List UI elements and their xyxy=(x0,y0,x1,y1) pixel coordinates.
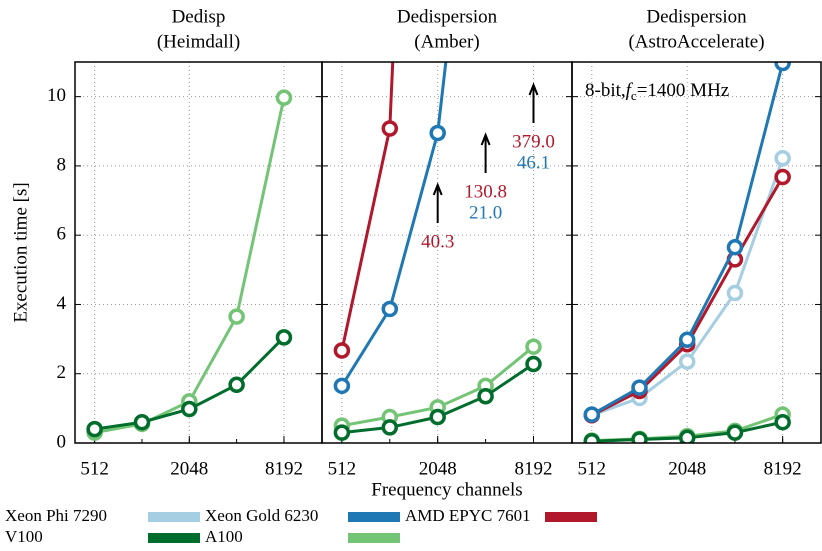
plot-frame xyxy=(571,61,822,444)
value-label: 130.8 xyxy=(464,181,507,202)
y-tick-label: 6 xyxy=(57,224,67,245)
x-tick-label: 2048 xyxy=(668,458,706,479)
point xyxy=(381,300,399,318)
legend-swatch xyxy=(348,512,400,522)
y-tick-label: 4 xyxy=(57,293,67,314)
off-scale-arrow xyxy=(528,82,539,123)
point xyxy=(525,338,542,355)
point xyxy=(86,420,103,438)
point xyxy=(678,331,696,349)
value-label: 379.0 xyxy=(512,131,555,152)
annotation-sub: c xyxy=(631,88,637,103)
point xyxy=(774,62,791,72)
x-axis-label: Frequency channels xyxy=(371,479,522,500)
annotation-var: f xyxy=(626,80,634,101)
point xyxy=(228,308,245,325)
y-tick-label: 2 xyxy=(57,362,67,383)
point xyxy=(726,284,744,302)
point xyxy=(774,168,791,186)
legend-label: A100 xyxy=(205,527,243,546)
x-tick-label: 2048 xyxy=(170,458,208,479)
point xyxy=(631,431,648,443)
point xyxy=(275,329,293,346)
annotation-text: 8-bit, xyxy=(585,80,626,101)
x-tick-label: 512 xyxy=(328,458,357,479)
chart-title: Dedispersion xyxy=(397,6,498,27)
plot-area xyxy=(86,89,293,441)
point xyxy=(726,239,744,256)
legend-label: V100 xyxy=(5,527,43,546)
chart-title: (AstroAccelerate) xyxy=(628,31,764,52)
x-tick-label: 8192 xyxy=(265,458,303,479)
y-axis-label: Execution time [s] xyxy=(10,182,31,322)
point xyxy=(181,400,198,418)
series-line xyxy=(591,176,784,417)
annotation: 8-bit,fc=1400 MHz xyxy=(585,80,729,103)
y-tick-label: 10 xyxy=(47,85,66,106)
value-label: 40.3 xyxy=(421,231,454,252)
point xyxy=(678,353,696,370)
x-tick-label: 512 xyxy=(578,458,607,479)
x-tick-label: 512 xyxy=(80,458,109,479)
legend-label: AMD EPYC 7601 xyxy=(405,506,531,525)
plot-frame xyxy=(321,61,573,444)
legend-swatch xyxy=(545,512,597,522)
point xyxy=(333,342,351,359)
point xyxy=(275,89,293,106)
legend-swatch xyxy=(348,533,400,543)
point xyxy=(583,433,601,443)
chart-title: (Amber) xyxy=(414,31,479,52)
point xyxy=(429,408,446,426)
point xyxy=(381,419,399,436)
plot-area xyxy=(333,62,542,441)
x-tick-label: 2048 xyxy=(419,458,457,479)
point xyxy=(333,424,351,441)
series-line xyxy=(340,62,395,351)
point xyxy=(477,387,494,405)
point xyxy=(525,355,542,373)
value-label: 46.1 xyxy=(517,152,550,173)
point xyxy=(774,413,791,431)
chart-title: Dedisp xyxy=(172,6,226,27)
annotation-rest: =1400 MHz xyxy=(637,80,730,101)
legend-swatch xyxy=(148,533,200,543)
point xyxy=(333,377,351,395)
legend-label: Xeon Phi 7290 xyxy=(5,506,107,525)
point xyxy=(228,376,245,394)
value-label: 21.0 xyxy=(469,202,502,223)
legend-label: Xeon Gold 6230 xyxy=(205,506,318,525)
plot-area xyxy=(583,62,791,443)
x-tick-label: 8192 xyxy=(764,458,802,479)
point xyxy=(631,379,648,396)
legend-swatch xyxy=(148,512,200,522)
point xyxy=(133,413,151,431)
point xyxy=(381,120,399,137)
point xyxy=(429,124,446,142)
point xyxy=(726,424,744,441)
chart-title: (Heimdall) xyxy=(157,31,240,52)
y-tick-label: 0 xyxy=(57,431,67,452)
chart-title: Dedispersion xyxy=(646,6,747,27)
point xyxy=(774,150,791,167)
off-scale-arrow xyxy=(432,182,443,223)
x-tick-label: 8192 xyxy=(514,458,552,479)
y-tick-label: 8 xyxy=(57,154,67,175)
point xyxy=(583,406,601,423)
off-scale-arrow xyxy=(480,132,491,173)
point xyxy=(678,429,696,443)
